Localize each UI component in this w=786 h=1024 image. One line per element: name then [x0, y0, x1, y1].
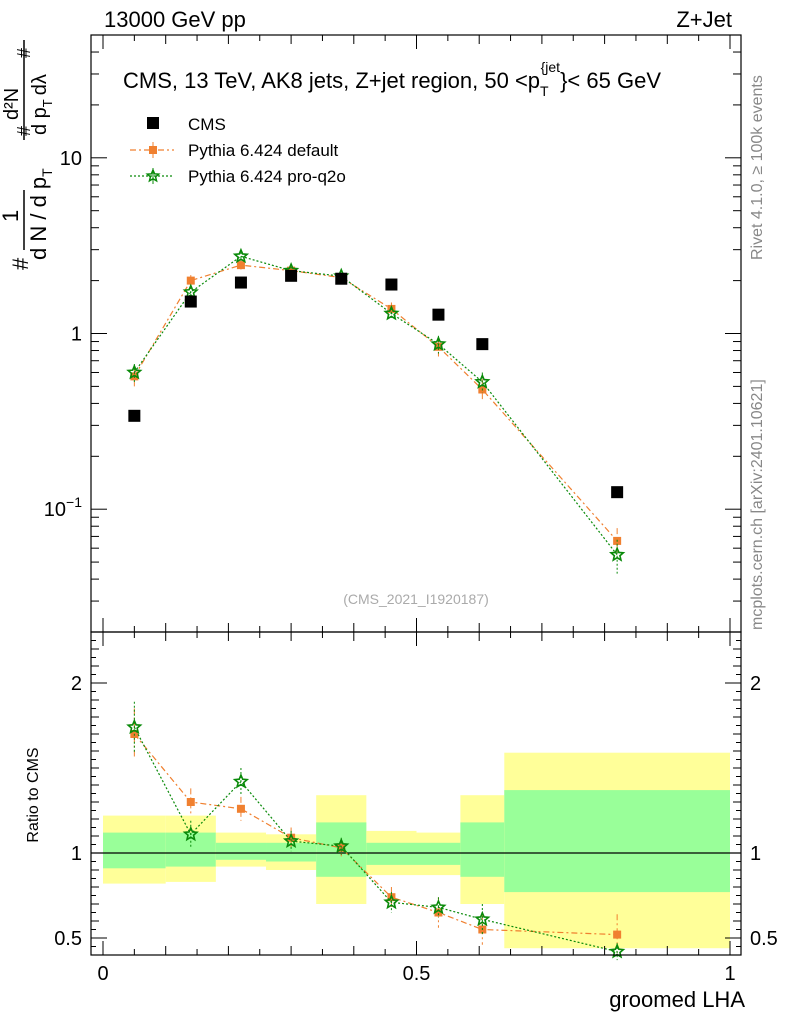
main-ytick-label-base-1: 1 — [71, 324, 82, 346]
band-inner-6 — [416, 842, 461, 865]
ratio-ytick-label-left-2: 2 — [71, 673, 82, 695]
header-left: 13000 GeV pp — [104, 7, 246, 32]
main-proq2o-point-6 — [430, 335, 447, 352]
main-cms-point-2 — [234, 276, 247, 289]
band-inner-7 — [460, 822, 505, 877]
ratio-ytick-label-left-0: 0.5 — [54, 928, 82, 950]
main-proq2o-point-8 — [608, 546, 626, 562]
ylabel-frac2-num: d²N — [1, 88, 23, 120]
ratio-proq2o-line — [133, 726, 618, 953]
top-ylabel: # 1 d N / d pT # d²N d pTdλ # — [0, 40, 55, 270]
ratio-proq2o-point-6 — [430, 898, 447, 915]
main-ytick-label-base-0: 10 — [44, 499, 66, 521]
ratio-proq2o-point-1 — [182, 825, 199, 842]
ratio-default-point-4 — [337, 843, 346, 852]
legend-default-label: Pythia 6.424 default — [188, 141, 339, 160]
ratio-ylabel: Ratio to CMS — [25, 747, 42, 842]
ylabel-frac-den-main: d N / d p — [26, 177, 51, 260]
mcplots-label: mcplots.cern.ch [arXiv:2401.10621] — [749, 379, 766, 630]
main-cms-point-3 — [285, 269, 298, 282]
ratio-default-point-8 — [613, 930, 622, 939]
legend-proq2o-marker — [145, 168, 161, 183]
main-ytick-label-2: 10 — [60, 148, 82, 170]
x-tick-label-2: 1 — [724, 963, 735, 985]
legend-proq2o-label: Pythia 6.424 pro-q2o — [188, 167, 346, 186]
main-title-sup: {jet — [541, 59, 561, 75]
x-tick-label-0: 0 — [97, 963, 108, 985]
ratio-proq2o-point-2 — [232, 773, 250, 789]
ratio-default-point-3 — [287, 833, 296, 842]
main-ytick-label-1: 1 — [71, 324, 82, 346]
ylabel-frac2-den-sub: T — [40, 99, 55, 107]
ylabel-hash3: # — [14, 48, 34, 58]
ratio-ytick-label-left-1: 1 — [71, 843, 82, 865]
ylabel-hash1: # — [8, 257, 33, 270]
legend-cms-label: CMS — [188, 115, 226, 134]
ratio-proq2o-point-3 — [282, 832, 300, 849]
band-inner-8 — [504, 790, 730, 893]
main-default-point-2 — [236, 261, 245, 270]
ratio-ytick-label-right-0: 0.5 — [750, 928, 778, 950]
main-title-sub: T — [540, 83, 549, 99]
main-cms-point-4 — [335, 272, 348, 285]
main-proq2o-point-2 — [232, 247, 250, 264]
main-cms-point-5 — [385, 278, 398, 291]
ratio-ytick-label-right-2: 2 — [750, 673, 761, 695]
main-ytick-label-exp-0: −1 — [66, 494, 82, 510]
ylabel-frac-den-sub: T — [39, 168, 55, 177]
band-inner-5 — [366, 842, 417, 865]
main-default-point-1 — [186, 276, 195, 285]
ratio-proq2o-point-5 — [383, 893, 400, 910]
main-proq2o-point-5 — [383, 304, 400, 321]
watermark: (CMS_2021_I1920187) — [343, 591, 489, 607]
main-cms-point-8 — [611, 486, 624, 499]
main-series — [126, 247, 626, 574]
main-title-pre: CMS, 13 TeV, AK8 jets, Z+jet region, 50 … — [123, 68, 540, 93]
main-proq2o-point-0 — [126, 363, 143, 380]
ylabel-frac-den: d N / d pT — [26, 168, 55, 260]
x-tick-label-1: 0.5 — [403, 963, 431, 985]
main-proq2o-point-7 — [474, 373, 491, 389]
ratio-proq2o-point-4 — [333, 837, 350, 854]
main-proq2o-line — [133, 255, 618, 556]
x-axis-label: groomed LHA — [609, 987, 745, 1012]
main-cms-point-1 — [184, 295, 197, 308]
ratio-series — [126, 701, 626, 961]
ratio-default-point-2 — [236, 804, 245, 813]
ratio-bands — [91, 752, 741, 949]
ylabel-frac2-den-tail: dλ — [29, 74, 51, 95]
ratio-proq2o-point-0 — [126, 718, 143, 735]
band-inner-3 — [266, 842, 317, 862]
header-right: Z+Jet — [676, 7, 732, 32]
main-ytick-label-base-2: 10 — [60, 148, 82, 170]
legend-cms-marker — [147, 117, 159, 129]
main-ytick-label-0: 10−1 — [44, 494, 82, 521]
ratio-proq2o-point-7 — [474, 910, 491, 927]
legend-default-marker — [149, 146, 157, 154]
main-title: CMS, 13 TeV, AK8 jets, Z+jet region, 50 … — [123, 59, 661, 99]
main-default-line — [133, 264, 618, 542]
ylabel-frac-num: 1 — [0, 210, 23, 222]
ylabel-frac2-den: d pTdλ — [29, 74, 55, 135]
ratio-default-point-6 — [434, 908, 443, 917]
band-inner-2 — [215, 842, 267, 860]
ratio-default-point-1 — [186, 798, 195, 806]
rivet-label: Rivet 4.1.0, ≥ 100k events — [749, 75, 766, 260]
main-proq2o-point-1 — [182, 283, 199, 300]
legend: CMS Pythia 6.424 default Pythia 6.424 pr… — [130, 115, 346, 186]
main-cms-point-6 — [432, 308, 445, 321]
band-inner-0 — [103, 832, 166, 869]
ylabel-frac2-den-main: d p — [29, 107, 51, 135]
main-cms-point-7 — [476, 338, 489, 351]
ratio-ytick-label-right-1: 1 — [750, 843, 761, 865]
main-cms-point-0 — [128, 409, 141, 422]
main-title-post: }< 65 GeV — [560, 68, 661, 93]
